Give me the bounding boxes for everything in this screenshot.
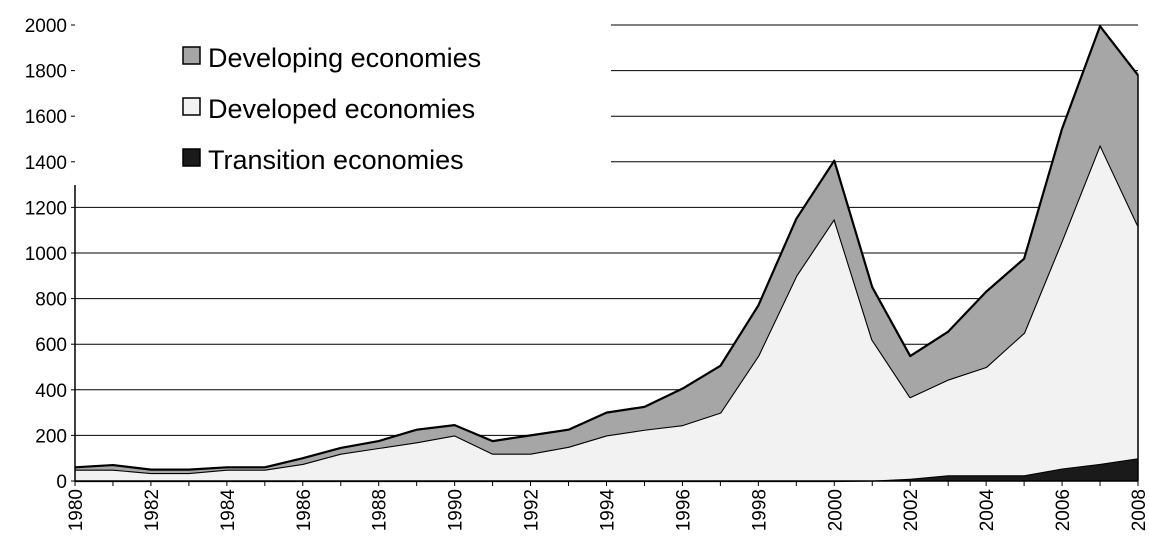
x-tick-label: 1988 (370, 489, 391, 531)
legend-swatch-developed-economies (182, 97, 201, 116)
y-gridlines (75, 24, 1138, 436)
y-tick-label: 0 (56, 472, 67, 493)
y-tick-label: 600 (35, 335, 67, 356)
axes (71, 24, 1139, 486)
legend-label-developing-economies: Developing economies (208, 43, 481, 73)
x-tick-label: 1984 (218, 489, 239, 532)
x-tick-labels: 1980 1982 1984 1986 1988 1990 1992 1994 1996 1998… (66, 489, 1149, 532)
x-tick-label: 1980 (66, 489, 87, 531)
y-tick-labels: 0 200 400 600 800 1000 1200 1400 1600 1800 2000 (25, 16, 67, 493)
x-tick-label: 1998 (749, 489, 770, 531)
y-tick-label: 800 (35, 290, 67, 311)
y-tick-label: 1400 (25, 153, 67, 174)
area-developed-economies (75, 144, 1138, 481)
x-tick-label: 2002 (901, 489, 922, 531)
x-tick-label: 1992 (522, 489, 543, 531)
legend-label-developed-economies: Developed economies (208, 94, 475, 124)
y-tick-label: 200 (35, 426, 67, 447)
y-tick-label: 1000 (25, 244, 67, 265)
x-tick-label: 1982 (142, 489, 163, 531)
legend-label-transition-economies: Transition economies (208, 145, 464, 175)
y-tick-label: 1200 (25, 198, 67, 219)
x-tick-label: 2000 (825, 489, 846, 531)
x-tick-label: 2008 (1129, 489, 1149, 531)
y-tick-label: 1600 (25, 107, 67, 128)
y-tick-label: 1800 (25, 62, 67, 83)
legend-swatch-transition-economies (182, 148, 201, 167)
x-tick-label: 1994 (598, 489, 619, 532)
y-tick-label: 2000 (25, 16, 67, 37)
area-transition-economies (75, 458, 1138, 481)
x-tick-label: 1996 (673, 489, 694, 531)
x-tick-label: 2006 (1053, 489, 1074, 531)
series-line-developing-economies (74, 25, 1139, 471)
series-areas (74, 25, 1139, 483)
x-tick-label: 1986 (294, 489, 315, 531)
x-tick-label: 2004 (977, 489, 998, 532)
x-tick-label: 1990 (446, 489, 467, 531)
y-tick-label: 400 (35, 381, 67, 402)
legend-swatch-developing-economies (182, 46, 201, 65)
legend: Developing economies Developed economies T… (182, 43, 481, 175)
